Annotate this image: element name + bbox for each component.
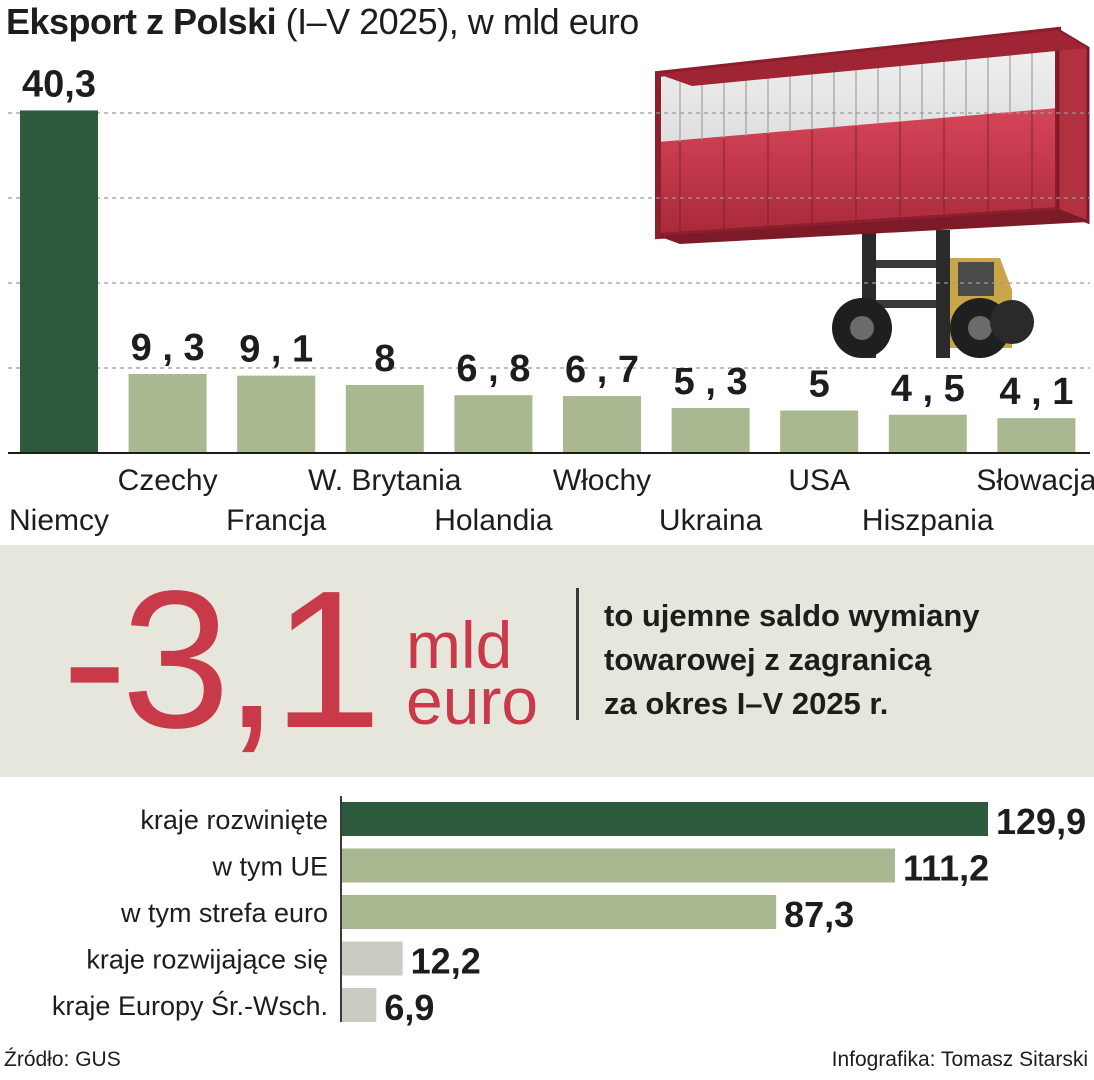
trade-balance-unit-line1: mld [406,608,513,682]
category-label: Holandia [434,504,553,537]
note-line: towarowej z zagranicą [604,642,932,677]
data-label: 6,8 [456,348,530,390]
trade-balance-note: to ujemne saldo wymiany towarowej z zagr… [604,594,980,726]
bar [454,395,533,453]
shipping-container-on-forklift-icon [655,26,1090,358]
bar [128,373,207,453]
bar [563,396,641,453]
category-label: Ukraina [659,504,763,537]
category-label: Francja [226,504,326,537]
credit-note: Infografika: Tomasz Sitarski [831,1048,1088,1071]
data-label: 40,3 [22,63,96,105]
source-note: Źródło: GUS [4,1048,121,1071]
bar [342,895,777,929]
bar [671,407,750,453]
category-label: Czechy [118,464,218,497]
category-label: Słowacja [976,464,1094,497]
chart-title: Eksport z Polski (I–V 2025), w mld euro [6,0,639,44]
bar [237,375,316,453]
bar [342,848,896,883]
category-label: W. Brytania [308,464,462,497]
bar [780,410,859,453]
data-label: 111,2 [903,848,989,889]
data-label: 87,3 [784,894,854,935]
data-label: 6,7 [565,349,639,391]
category-label: Hiszpania [862,504,994,537]
bar [888,414,967,453]
data-label: 9,1 [239,329,313,371]
chart-title-rest: (I–V 2025), w mld euro [276,1,640,42]
data-label: 5,3 [674,361,748,403]
data-label: 129,9 [996,801,1086,842]
data-label: 4,1 [999,371,1073,413]
bar [342,988,377,1022]
exports-by-country-chart: 40,3 Niemcy 9,3 Czechy 9,1 Francja 8 W. Brytani… [8,63,1094,537]
bar [345,385,424,453]
data-label: 8 [374,338,395,380]
bar [342,941,403,976]
note-line: za okres I–V 2025 r. [604,686,889,721]
data-label: 5 [809,364,830,406]
category-label: Niemcy [9,504,109,537]
chart-title-bold: Eksport z Polski [6,1,277,42]
divider [576,588,579,720]
category-label: kraje Europy Śr.-Wsch. [52,989,328,1021]
category-label: w tym UE [211,852,328,882]
trade-balance-value: -3,1 [62,550,382,769]
bar [997,418,1076,453]
data-label: 6,9 [384,987,434,1028]
note-line: to ujemne saldo wymiany [604,598,980,633]
category-label: Włochy [553,464,651,497]
category-label: kraje rozwijające się [86,945,328,975]
bar [20,110,98,453]
data-label: 12,2 [411,941,481,982]
category-label: USA [788,464,850,497]
trade-balance-band [0,545,1094,777]
category-label: kraje rozwinięte [140,805,328,835]
trade-balance-unit-line2: euro [406,664,539,738]
category-label: w tym strefa euro [120,898,328,928]
data-label: 9,3 [131,327,205,369]
bar [342,802,988,836]
data-label: 4,5 [891,368,965,410]
